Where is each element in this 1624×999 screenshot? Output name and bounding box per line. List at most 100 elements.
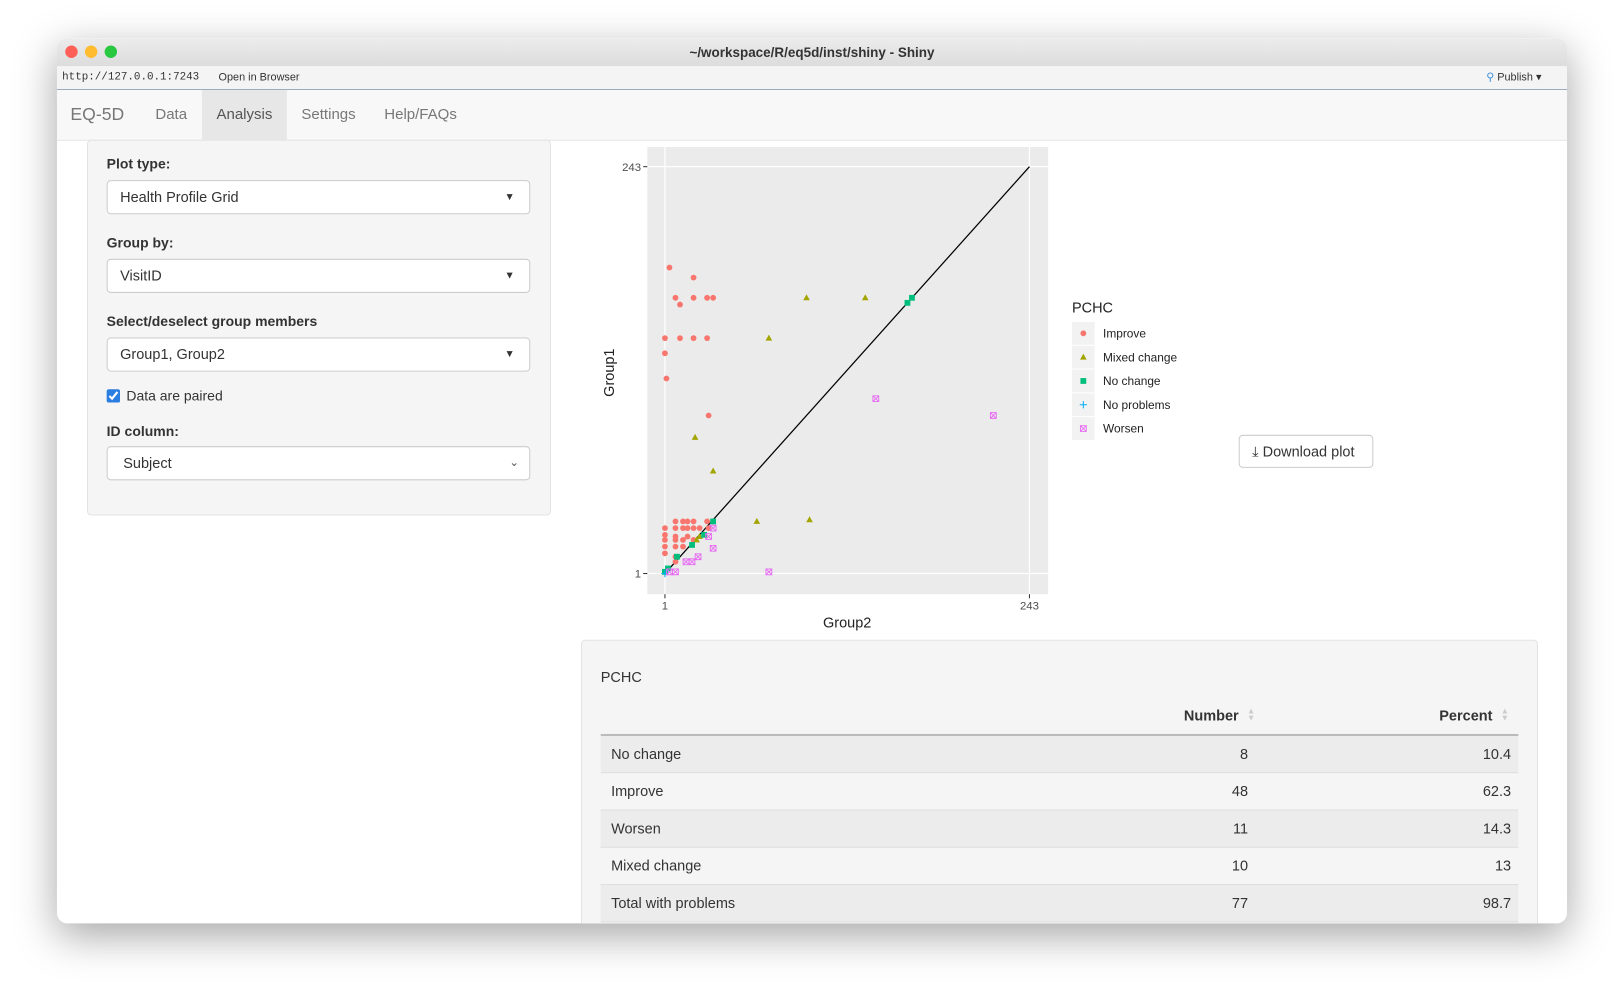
select-box[interactable]: Group1, Group2 ▼ xyxy=(106,337,531,372)
y-tick-label: 1 xyxy=(635,569,641,581)
legend-marker xyxy=(1080,353,1087,360)
checkbox[interactable] xyxy=(106,389,121,403)
x-tick-label: 243 xyxy=(1020,601,1039,613)
row-label: Improve xyxy=(611,782,664,800)
table-row: Worsen 11 14.3 xyxy=(600,810,1519,848)
reference-line xyxy=(664,166,1030,574)
point xyxy=(693,536,700,543)
table-row: No change 8 10.4 xyxy=(600,736,1519,774)
download-label: Download plot xyxy=(1262,443,1355,460)
y-axis-title: Group1 xyxy=(602,349,618,397)
cell-number: 10 xyxy=(1231,857,1249,874)
point xyxy=(666,264,673,271)
point xyxy=(662,335,668,342)
select-box[interactable]: Health Profile Grid ▼ xyxy=(106,180,531,215)
point xyxy=(677,301,683,308)
cell-percent: 10.4 xyxy=(1482,745,1512,762)
point xyxy=(753,517,761,524)
x-axis-title: Group2 xyxy=(823,615,871,631)
point xyxy=(710,518,717,525)
zoom-button[interactable] xyxy=(104,45,118,58)
point xyxy=(989,412,997,419)
field-label: ID column: xyxy=(106,423,179,439)
cell-percent: 13 xyxy=(1494,857,1512,874)
point xyxy=(705,412,712,419)
row-label: Worsen xyxy=(611,819,661,837)
point xyxy=(765,568,773,576)
open-in-browser[interactable]: Open in Browser xyxy=(218,71,300,84)
close-button[interactable] xyxy=(65,45,78,58)
url[interactable]: http://127.0.0.1:7243 xyxy=(62,71,200,84)
point xyxy=(704,335,711,342)
point xyxy=(672,558,679,565)
legend-label: Worsen xyxy=(1103,422,1144,436)
legend-marker xyxy=(1079,401,1087,409)
point xyxy=(672,525,679,532)
table-panel: PCHC Number ▲ ▼ Percent ▲ ▼ No change 8 10.4 Impr… xyxy=(581,639,1539,924)
title-bar: ~/workspace/R/eq5d/inst/shiny - Shiny xyxy=(56,38,1568,67)
select-value: Group1, Group2 xyxy=(120,345,225,363)
brand[interactable]: EQ-5D xyxy=(70,104,125,125)
publish-button[interactable]: ⚲ Publish ▾ xyxy=(1486,71,1542,84)
point xyxy=(904,299,911,306)
point xyxy=(672,518,679,525)
cell-percent: 62.3 xyxy=(1482,782,1512,800)
point xyxy=(662,525,668,532)
point xyxy=(662,550,668,557)
point xyxy=(677,335,683,342)
field-label: Select/deselect group members xyxy=(106,313,318,330)
select-arrow: ⌄ xyxy=(509,456,519,469)
column-header[interactable]: Percent xyxy=(1439,707,1493,724)
address-bar: http://127.0.0.1:7243 Open in Browser ⚲ … xyxy=(56,66,1568,91)
cell-number: 8 xyxy=(1239,745,1249,762)
point xyxy=(690,274,697,281)
point xyxy=(701,531,707,538)
point xyxy=(672,537,679,543)
point xyxy=(680,543,686,550)
cell-percent: 14.3 xyxy=(1482,819,1512,837)
minimize-button[interactable] xyxy=(84,45,98,58)
point xyxy=(705,533,712,540)
point xyxy=(709,467,717,474)
point xyxy=(662,350,668,357)
point xyxy=(710,294,717,301)
sort-icon: ▲ ▼ xyxy=(1500,706,1509,723)
point xyxy=(690,294,697,301)
point xyxy=(806,516,813,523)
point xyxy=(696,525,703,532)
point xyxy=(684,518,691,525)
nav-tab[interactable]: Analysis xyxy=(201,90,287,140)
legend-marker xyxy=(1080,330,1087,337)
select-box[interactable]: Subject ⌄ xyxy=(106,446,531,481)
cell-percent: 98.7 xyxy=(1482,894,1512,911)
legend-label: No problems xyxy=(1103,398,1170,412)
point xyxy=(672,543,679,550)
point xyxy=(909,294,915,301)
point xyxy=(709,544,717,552)
point xyxy=(694,553,702,561)
select-box[interactable]: VisitID ▼ xyxy=(106,258,531,293)
column-header[interactable]: Number xyxy=(1183,707,1239,724)
row-label: Mixed change xyxy=(611,857,702,874)
legend-marker xyxy=(1079,425,1087,432)
legend-label: No change xyxy=(1103,374,1161,388)
point xyxy=(662,537,668,543)
table-row: Improve 48 62.3 xyxy=(600,773,1519,811)
select-arrow: ▼ xyxy=(504,348,515,361)
point xyxy=(674,553,680,560)
table-title: PCHC xyxy=(600,668,642,686)
x-tick-label: 1 xyxy=(662,601,668,613)
nav-tab[interactable]: Help/FAQs xyxy=(384,106,457,124)
cell-number: 77 xyxy=(1231,894,1249,911)
nav-tab[interactable]: Data xyxy=(155,106,188,124)
sort-icon: ▲ ▼ xyxy=(1246,706,1256,723)
nav-tab[interactable]: Settings xyxy=(301,106,356,124)
point xyxy=(680,525,686,532)
point xyxy=(861,294,869,301)
sidebar: Plot type: Health Profile Grid ▼ Group by: V… xyxy=(86,139,551,516)
point xyxy=(689,542,695,548)
download-button[interactable]: ⤓ Download plot xyxy=(1238,434,1374,468)
